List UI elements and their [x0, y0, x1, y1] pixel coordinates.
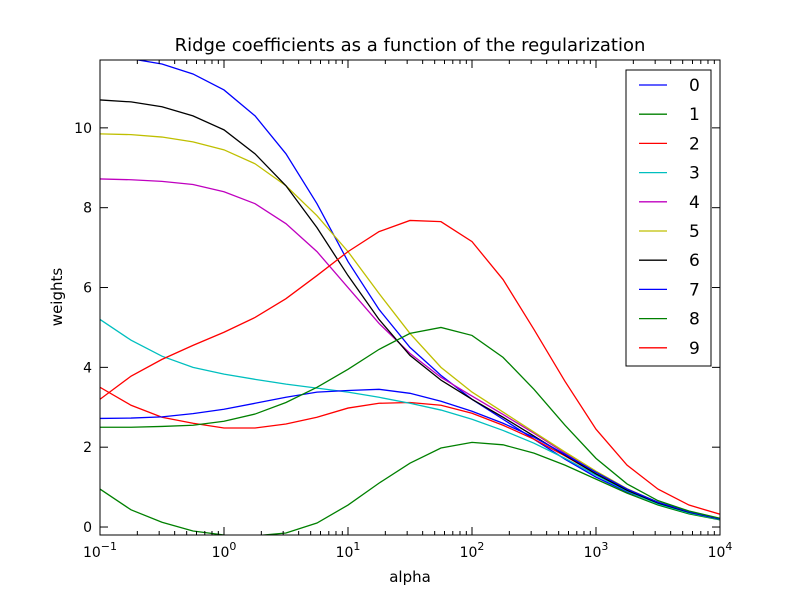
series-line-0 — [134, 60, 720, 520]
chart-title: Ridge coefficients as a function of the … — [175, 35, 646, 56]
x-axis-label: alpha — [389, 568, 431, 586]
legend-label-8: 8 — [689, 310, 700, 330]
legend-label-7: 7 — [689, 280, 700, 300]
legend: 0 1 2 3 4 5 6 7 8 9 — [625, 69, 712, 367]
x-tick-label: 10−1 — [83, 540, 117, 561]
series-line-6 — [100, 99, 720, 520]
legend-label-1: 1 — [689, 105, 700, 125]
plot-area-frame — [99, 59, 721, 536]
y-tick-label: 8 — [83, 201, 92, 217]
y-tick-label: 0 — [83, 520, 92, 536]
series-line-8 — [100, 326, 720, 519]
x-tick-label: 103 — [584, 540, 609, 561]
x-tick-label: 102 — [460, 540, 485, 561]
series-line-7 — [100, 388, 720, 520]
legend-label-0: 0 — [689, 76, 700, 96]
y-tick-label: 2 — [83, 440, 92, 456]
legend-label-5: 5 — [689, 222, 700, 242]
y-axis-label: weights — [48, 268, 66, 327]
x-tick-labels: 10−1 100 101 102 103 104 — [83, 540, 732, 561]
legend-label-2: 2 — [689, 134, 700, 154]
series-line-3 — [100, 318, 720, 521]
y-tick-label: 6 — [83, 281, 92, 297]
legend-label-9: 9 — [689, 339, 700, 359]
legend-label-6: 6 — [689, 251, 700, 271]
legend-label-3: 3 — [689, 164, 700, 184]
y-tick-label: 10 — [74, 121, 92, 137]
y-tick-label: 4 — [83, 360, 92, 376]
x-tick-label: 101 — [336, 540, 361, 561]
series-line-1 — [100, 441, 720, 535]
x-tick-label: 100 — [212, 540, 237, 561]
x-tick-label: 104 — [708, 540, 733, 561]
series-lines — [100, 60, 720, 535]
series-line-2 — [100, 386, 720, 520]
legend-box — [625, 69, 712, 367]
series-line-9 — [100, 219, 720, 515]
y-tick-labels: 0 2 4 6 8 10 — [74, 121, 92, 536]
legend-label-4: 4 — [689, 193, 700, 213]
